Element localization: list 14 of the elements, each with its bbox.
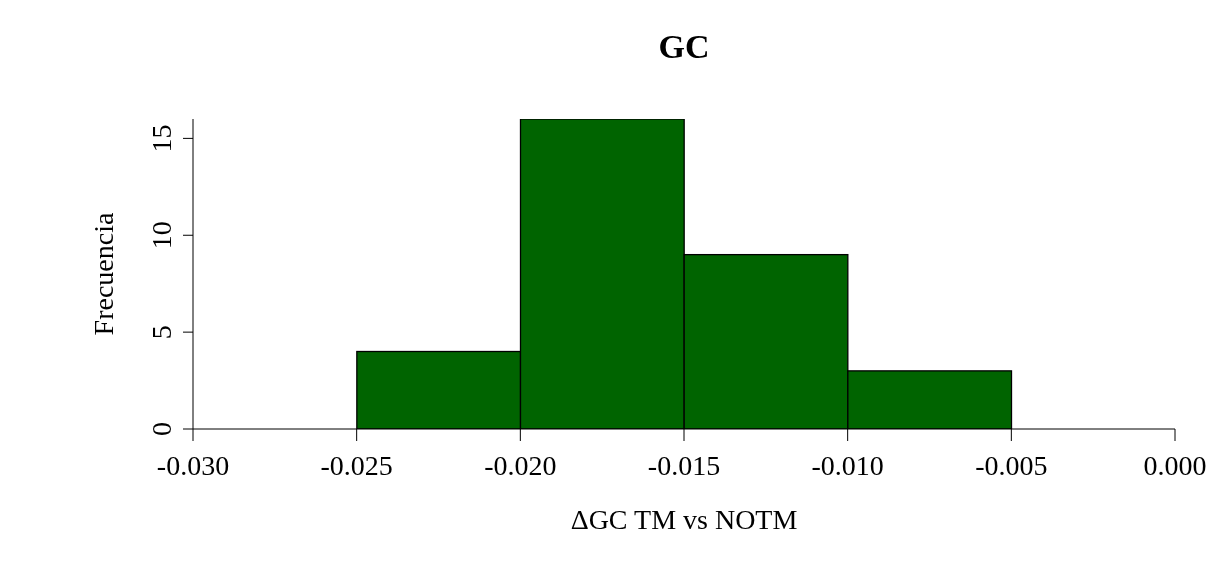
y-tick-label: 0 (146, 422, 177, 436)
y-tick-label: 15 (146, 124, 177, 153)
x-tick-label: -0.030 (156, 449, 230, 481)
x-tick-label: -0.015 (647, 449, 721, 481)
y-tick-label: 5 (146, 325, 177, 340)
x-tick-label: -0.010 (811, 449, 884, 481)
y-tick-label: 10 (146, 221, 177, 250)
x-tick-label: -0.025 (320, 449, 393, 481)
chart-title: GC (657, 28, 711, 66)
x-tick-label: -0.020 (484, 449, 557, 481)
y-axis-title: Frecuencia (87, 212, 119, 336)
x-axis-title: ΔGC TM vs NOTM (570, 504, 798, 535)
x-tick-label: -0.005 (975, 449, 1048, 481)
x-tick-label: 0.000 (1143, 449, 1207, 481)
